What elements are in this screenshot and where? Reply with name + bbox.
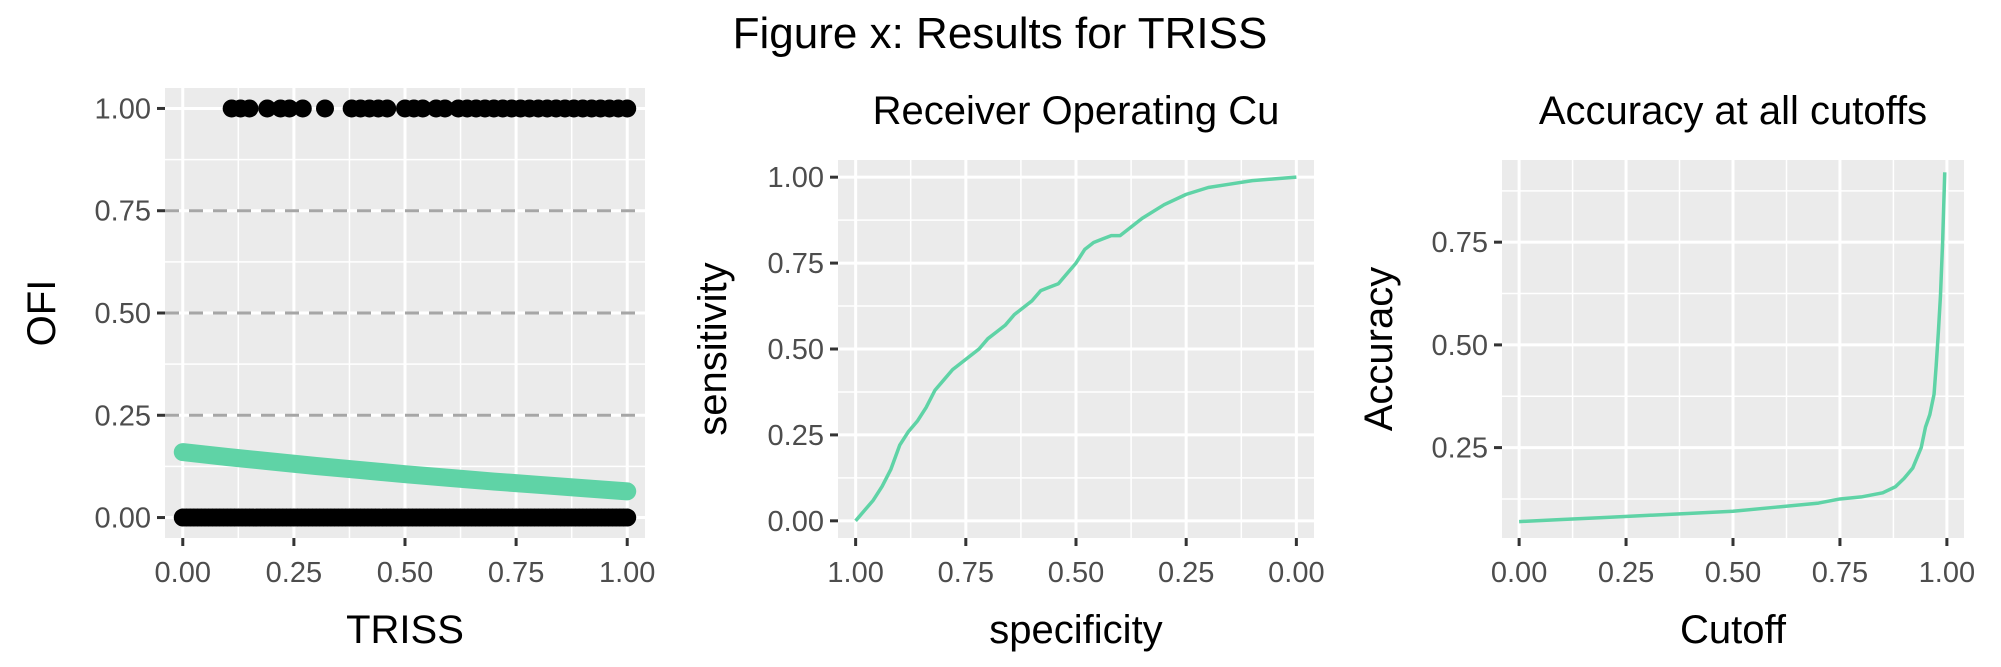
x-tick-label: 0.00 <box>1268 557 1324 589</box>
y-tick-label: 1.00 <box>768 162 824 194</box>
point-ofi-1 <box>316 99 334 118</box>
x-tick-label: 0.25 <box>1598 557 1654 589</box>
panel-acc: 0.00 0.25 0.50 0.75 1.00 0.25 0.50 0.75 Cutoff Ac… <box>1357 89 1975 652</box>
data-layer <box>854 175 1297 522</box>
y-tick-label: 0.75 <box>768 248 824 280</box>
panel-title: Accuracy at all cutoffs <box>1539 89 1927 133</box>
x-tick-label: 0.75 <box>488 557 544 589</box>
x-axis-label: Cutoff <box>1680 608 1787 652</box>
x-tick-label: 0.75 <box>1812 557 1868 589</box>
x-tick-label: 0.50 <box>1048 557 1104 589</box>
point-ofi-1 <box>436 99 454 118</box>
roc-series-line <box>854 175 1297 522</box>
point-ofi-1 <box>240 99 259 118</box>
y-tick-label: 0.25 <box>1432 433 1488 465</box>
acc-series-line <box>1519 172 1947 524</box>
x-tick-label: 1.00 <box>599 557 655 589</box>
data-layer <box>165 99 645 527</box>
x-tick-label: 0.50 <box>1705 557 1761 589</box>
point-ofi-1 <box>618 99 637 118</box>
x-tick-label: 0.25 <box>1158 557 1214 589</box>
y-tick-label: 0.25 <box>95 400 151 432</box>
panel-triss: 0.00 0.25 0.50 0.75 1.00 0.00 0.25 0.50 0.75 1.00… <box>20 88 655 652</box>
figure-title: Figure x: Results for TRISS <box>733 9 1268 58</box>
y-axis-label: OFI <box>20 280 64 347</box>
y-axis-label: sensitivity <box>691 262 735 435</box>
y-tick-label: 0.75 <box>95 196 151 228</box>
point-ofi-1 <box>293 99 312 118</box>
point-ofi-0 <box>618 508 637 527</box>
y-tick-label: 0.00 <box>768 506 824 538</box>
x-tick-label: 0.75 <box>938 557 994 589</box>
point-ofi-1 <box>378 99 397 118</box>
x-axis-label: TRISS <box>346 608 464 652</box>
y-tick-label: 0.75 <box>1432 227 1488 259</box>
y-tick-label: 0.00 <box>95 503 151 535</box>
y-tick-label: 1.00 <box>95 93 151 125</box>
panel-title: Receiver Operating Cu <box>873 89 1280 133</box>
y-tick-label: 0.50 <box>768 334 824 366</box>
x-tick-label: 0.50 <box>377 557 433 589</box>
y-tick-label: 0.50 <box>1432 330 1488 362</box>
fit-line <box>173 443 637 501</box>
y-tick-label: 0.50 <box>95 298 151 330</box>
point-ofi-1 <box>413 99 432 118</box>
x-axis-label: specificity <box>989 608 1162 652</box>
grid <box>838 160 1314 538</box>
data-layer <box>1519 172 1947 524</box>
grid <box>1502 160 1964 538</box>
y-axis-label: Accuracy <box>1357 267 1401 432</box>
panel-roc: 1.00 0.75 0.50 0.25 0.00 0.00 0.25 0.50 0.75 1.00… <box>691 89 1325 652</box>
x-tick-label: 1.00 <box>1919 557 1975 589</box>
point-ofi-1 <box>258 99 277 118</box>
point-ofi-1 <box>280 99 299 118</box>
x-tick-label: 0.25 <box>266 557 322 589</box>
x-tick-label: 0.00 <box>155 557 211 589</box>
x-tick-label: 0.00 <box>1491 557 1547 589</box>
x-tick-label: 1.00 <box>827 557 883 589</box>
y-tick-label: 0.25 <box>768 420 824 452</box>
